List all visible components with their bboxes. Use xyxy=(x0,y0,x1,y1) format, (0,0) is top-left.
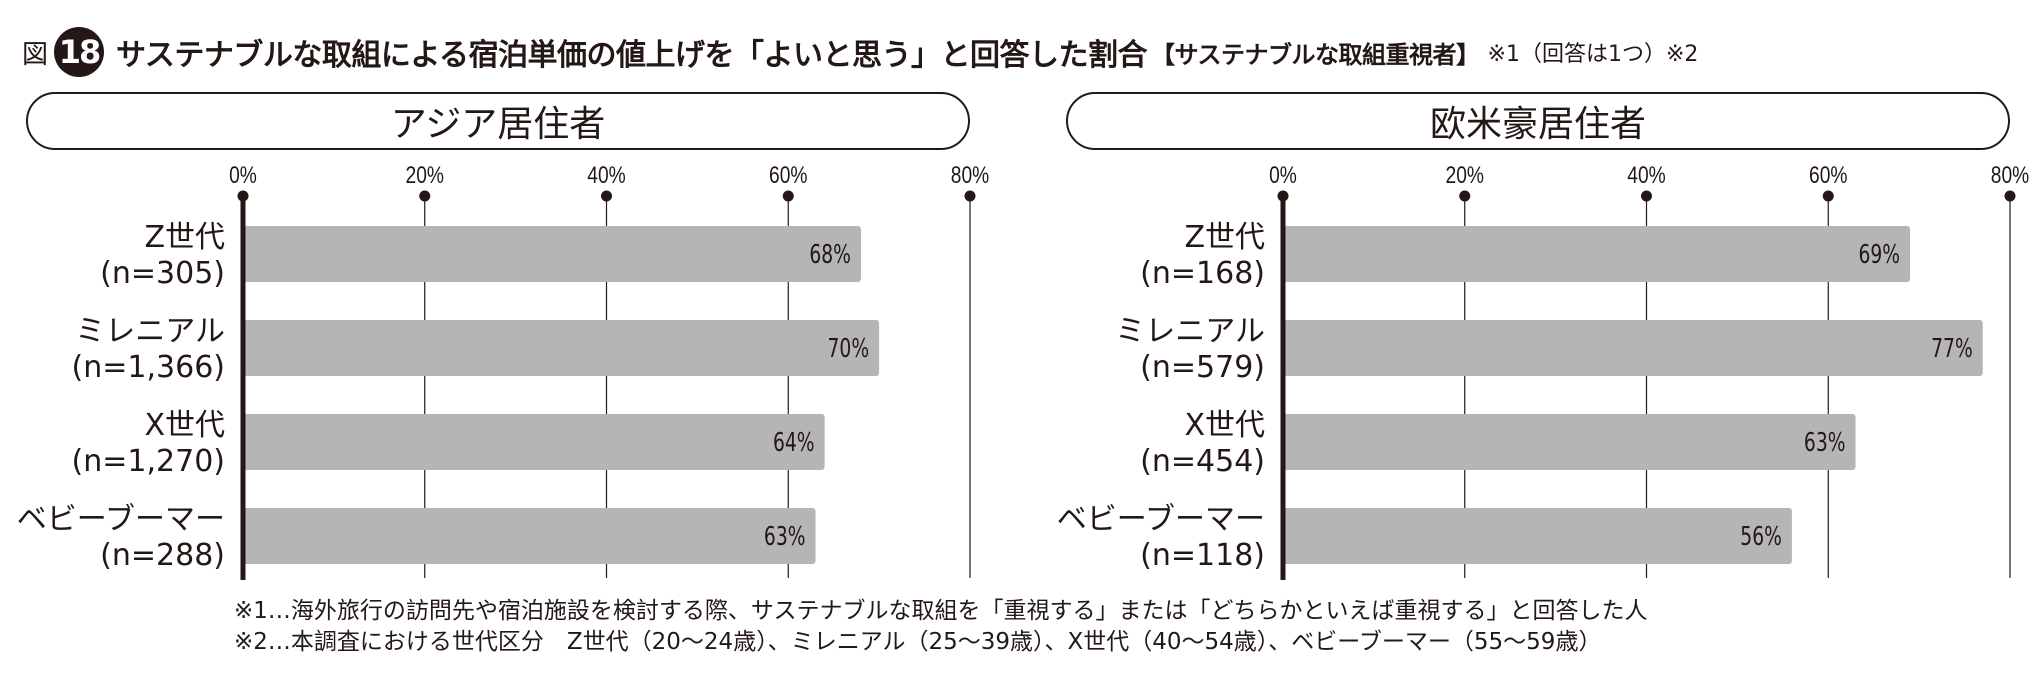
tick-dot-asia-40 xyxy=(601,190,612,202)
chart-title-target: 【サステナブルな取組重視者】 xyxy=(1151,40,1480,69)
bar-value-label-asia-2: 64% xyxy=(773,428,815,458)
bar-western-2 xyxy=(1283,414,1856,470)
figure-number-badge: 18 xyxy=(54,27,105,77)
bar-value-label-western-2: 63% xyxy=(1804,428,1846,458)
tick-label-asia-80: 80% xyxy=(951,161,989,189)
category-label-asia-2: X世代 xyxy=(144,408,225,443)
category-label-asia-0: Z世代 xyxy=(144,220,225,255)
tick-label-asia-0: 0% xyxy=(229,161,257,189)
category-label-western-1: ミレニアル xyxy=(1115,314,1265,349)
footnote-2: ※2…本調査における世代区分 Z世代（20〜24歳）、ミレニアル（25〜39歳）… xyxy=(234,629,1602,655)
bar-asia-1 xyxy=(243,320,880,376)
tick-label-western-20: 20% xyxy=(1446,161,1484,189)
tick-label-western-0: 0% xyxy=(1269,161,1297,189)
tick-dot-asia-20 xyxy=(419,190,431,202)
bar-value-label-western-3: 56% xyxy=(1740,522,1782,552)
bar-value-label-western-1: 77% xyxy=(1931,334,1973,364)
category-label-asia-1: ミレニアル xyxy=(75,314,225,349)
bar-asia-2 xyxy=(243,414,825,470)
bar-value-label-asia-3: 63% xyxy=(764,522,806,552)
bar-western-0 xyxy=(1283,226,1911,282)
bar-western-3 xyxy=(1283,508,1792,564)
panel-header-asia: アジア居住者 xyxy=(26,92,970,150)
tick-label-asia-60: 60% xyxy=(769,161,807,189)
tick-dot-western-60 xyxy=(1822,190,1834,202)
footnote-1: ※1…海外旅行の訪問先や宿泊施設を検討する際、サステナブルな取組を「重視する」ま… xyxy=(234,598,1648,624)
figure-label: 図 xyxy=(22,39,49,70)
sample-size-label-asia-3: (n=288) xyxy=(100,538,225,573)
panel-header-western: 欧米豪居住者 xyxy=(1066,92,2010,150)
tick-label-western-80: 80% xyxy=(1991,161,2029,189)
tick-dot-asia-80 xyxy=(964,190,976,202)
tick-label-western-60: 60% xyxy=(1809,161,1847,189)
bar-charts-svg: 0% 20% 40% 60% 80%68%Z世代(n=305)70%ミレニアル(n=1,… xyxy=(17,161,2029,580)
sample-size-label-western-1: (n=579) xyxy=(1140,350,1265,385)
bar-western-1 xyxy=(1283,320,1983,376)
tick-dot-western-40 xyxy=(1641,190,1652,202)
bar-value-label-asia-1: 70% xyxy=(828,334,870,364)
bar-asia-3 xyxy=(243,508,816,564)
sample-size-label-western-0: (n=168) xyxy=(1140,256,1265,291)
chart-title-note: ※1（回答は1つ）※2 xyxy=(1487,42,1699,67)
tick-dot-western-80 xyxy=(2004,190,2016,202)
sample-size-label-western-2: (n=454) xyxy=(1140,444,1265,479)
category-label-western-0: Z世代 xyxy=(1184,220,1265,255)
bar-value-label-asia-0: 68% xyxy=(809,240,851,270)
tick-label-asia-40: 40% xyxy=(587,161,625,189)
sample-size-label-asia-0: (n=305) xyxy=(100,256,225,291)
chart-title: サステナブルな取組による宿泊単価の値上げを「よいと思う」と回答した割合 xyxy=(116,38,1148,73)
footnotes: ※1…海外旅行の訪問先や宿泊施設を検討する際、サステナブルな取組を「重視する」ま… xyxy=(234,596,1647,658)
tick-dot-asia-60 xyxy=(782,190,794,202)
sample-size-label-western-3: (n=118) xyxy=(1140,538,1265,573)
tick-dot-western-20 xyxy=(1459,190,1471,202)
tick-label-asia-20: 20% xyxy=(406,161,444,189)
chart-title-row: 図 18 サステナブルな取組による宿泊単価の値上げを「よいと思う」と回答した割合… xyxy=(22,26,1698,78)
category-label-western-2: X世代 xyxy=(1184,408,1265,443)
category-label-asia-3: ベビーブーマー xyxy=(17,502,225,537)
sample-size-label-asia-1: (n=1,366) xyxy=(72,350,225,385)
category-label-western-3: ベビーブーマー xyxy=(1057,502,1265,537)
bar-value-label-western-0: 69% xyxy=(1858,240,1900,270)
tick-label-western-40: 40% xyxy=(1627,161,1665,189)
sample-size-label-asia-2: (n=1,270) xyxy=(72,444,225,479)
bar-asia-0 xyxy=(243,226,861,282)
